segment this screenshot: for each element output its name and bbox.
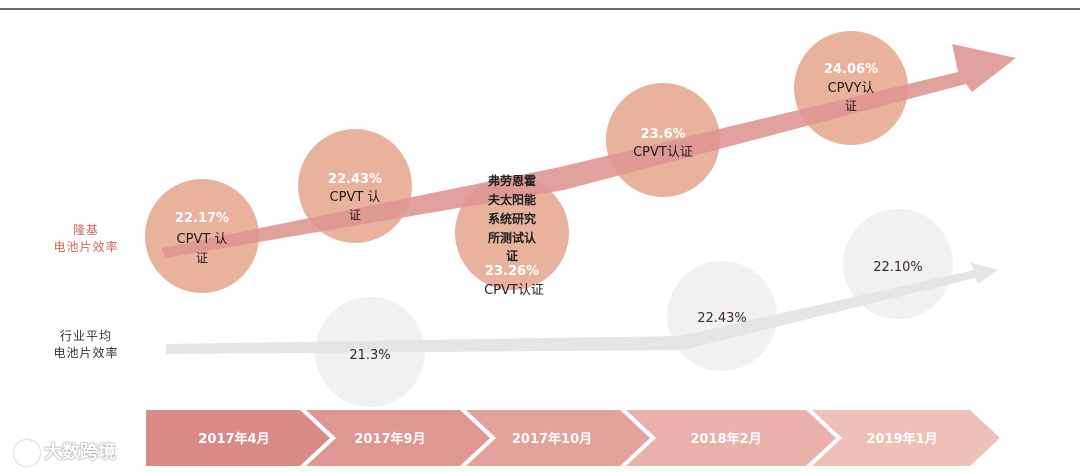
longi-label-line1: 隆基 <box>72 223 99 237</box>
timeline-segment-4 <box>626 410 836 466</box>
longi-pct-2: 22.43% <box>328 172 382 187</box>
industry-bubble-3 <box>843 209 953 319</box>
industry-pct-3: 22.10% <box>873 260 923 275</box>
industry-label-line1: 行业平均 <box>59 329 112 343</box>
longi-trend-arrow <box>162 44 1016 258</box>
industry-trend-arrow <box>166 262 998 354</box>
timeline-label-2: 2017年9月 <box>354 431 425 447</box>
longi-pre-3-line2: 夫太阳能 <box>487 192 536 207</box>
watermark-text: 大数跨境 <box>44 442 116 463</box>
longi-cert-4-line1: CPVT认证 <box>633 145 693 160</box>
timeline-segment-5 <box>812 410 1000 466</box>
longi-bubble-3 <box>455 176 569 290</box>
industry-pct-1: 21.3% <box>349 348 390 363</box>
longi-pct-4: 23.6% <box>640 127 685 142</box>
watermark-logo-icon <box>14 440 40 466</box>
longi-bubble-2-text: 22.43% CPVT 认 证 <box>328 172 382 222</box>
longi-cert-5-line1: CPVY认 <box>828 81 875 96</box>
timeline-label-1: 2017年4月 <box>198 431 269 447</box>
longi-cert-3-line1: CPVT认证 <box>484 283 544 298</box>
longi-pre-3-line1: 弗劳恩霍 <box>488 173 536 188</box>
longi-bubble-1 <box>145 179 259 293</box>
timeline-segment-1 <box>146 410 330 466</box>
longi-pre-3-line4: 所测试认 <box>488 230 537 245</box>
longi-pre-3-line5: 证 <box>506 249 518 263</box>
longi-cert-2-line1: CPVT 认 <box>330 190 381 205</box>
industry-efficiency-label: 行业平均 电池片效率 <box>36 328 136 362</box>
timeline-label-4: 2018年2月 <box>690 431 761 447</box>
top-rule <box>0 8 1080 10</box>
timeline-label-3: 2017年10月 <box>512 431 592 447</box>
industry-pct-2: 22.43% <box>697 311 747 326</box>
longi-pct-1: 22.17% <box>175 211 229 226</box>
longi-bubble-1-text: 22.17% CPVT 认 证 <box>175 211 229 265</box>
longi-pct-3: 23.26% <box>485 264 539 279</box>
timeline-segment-3 <box>466 410 650 466</box>
longi-pre-3-line3: 系统研究 <box>488 211 536 226</box>
timeline-segment-2 <box>306 410 490 466</box>
longi-bubble-3-text: 弗劳恩霍 夫太阳能 系统研究 所测试认 证 23.26% CPVT认证 <box>484 173 544 298</box>
longi-cert-2-line2: 证 <box>349 208 361 222</box>
longi-cert-5-line2: 证 <box>845 99 857 113</box>
longi-bubble-4-text: 23.6% CPVT认证 <box>633 127 693 160</box>
longi-bubble-5-text: 24.06% CPVY认 证 <box>824 62 878 113</box>
timeline-label-5: 2019年1月 <box>866 431 937 447</box>
longi-efficiency-label: 隆基 电池片效率 <box>36 222 136 256</box>
longi-cert-1-line1: CPVT 认 <box>177 232 228 247</box>
longi-pct-5: 24.06% <box>824 62 878 77</box>
industry-label-line2: 电池片效率 <box>53 346 119 360</box>
longi-cert-1-line2: 证 <box>196 251 208 265</box>
longi-label-line2: 电池片效率 <box>53 240 119 254</box>
watermark: 大数跨境 <box>14 438 116 466</box>
